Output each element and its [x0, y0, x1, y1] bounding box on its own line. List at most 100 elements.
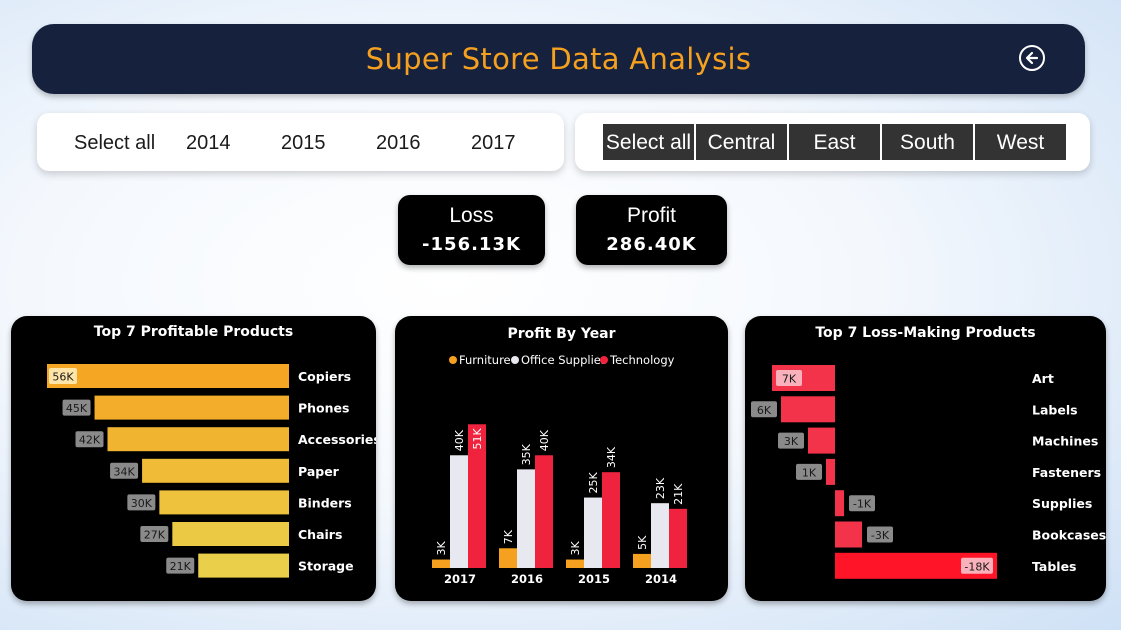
bar-2016-technology — [535, 455, 553, 568]
data-label: 35K — [520, 443, 533, 465]
profit-kpi-card: Profit 286.40K — [576, 195, 727, 265]
profit-kpi-value: 286.40K — [606, 234, 697, 255]
loss-products-title: Top 7 Loss-Making Products — [815, 325, 1036, 341]
profit-by-year-card: Profit By Year Furniture Office Supplies T… — [395, 316, 728, 601]
data-label-box — [166, 557, 195, 574]
x-tick-label: 2014 — [645, 572, 677, 586]
bar-2014-technology — [669, 508, 687, 568]
data-label-box — [49, 368, 77, 384]
category-label: Copiers — [298, 369, 351, 384]
data-label: 6K — [757, 404, 772, 417]
category-label: Machines — [1032, 434, 1098, 449]
bar-phones — [94, 395, 290, 420]
year-option-2015[interactable]: 2015 — [281, 132, 326, 154]
region-option-select-all[interactable]: Select all — [603, 124, 694, 160]
profit-by-year-title: Profit By Year — [507, 326, 616, 342]
data-label: 3K — [784, 435, 799, 448]
data-label: 34K — [113, 465, 135, 478]
bar-2015-office-supplies — [584, 497, 602, 568]
category-label: Bookcases — [1032, 528, 1106, 543]
year-option-select-all[interactable]: Select all — [74, 132, 156, 154]
category-label: Paper — [298, 464, 340, 479]
data-label-box — [778, 432, 804, 449]
data-label-box — [867, 526, 893, 543]
bar-copiers — [47, 364, 289, 388]
data-label-box — [751, 401, 777, 418]
data-label-box — [62, 399, 91, 416]
profitable-products-chart: 56K Copiers 45K Phones 42K Accessories 34K Pape… — [47, 364, 381, 578]
bar-storage — [198, 553, 289, 578]
legend-furniture: Furniture — [459, 353, 511, 367]
bar-machines — [808, 427, 835, 454]
profit-kpi-label: Profit — [626, 204, 676, 227]
bar-2014-office-supplies — [651, 503, 669, 568]
x-tick-label: 2017 — [444, 572, 476, 586]
data-label-box — [849, 495, 875, 512]
region-option-east[interactable]: East — [789, 124, 880, 160]
category-label: Supplies — [1032, 496, 1092, 511]
profit-by-year-chart: Furniture Office Supplies Technology 3K 40K 5… — [432, 353, 687, 586]
data-label: -18K — [964, 560, 990, 573]
data-label-box — [961, 557, 993, 574]
data-label-box — [776, 370, 802, 386]
data-label: 40K — [453, 429, 466, 451]
data-label: 3K — [435, 541, 448, 556]
bar-binders — [159, 490, 289, 515]
bar-labels — [781, 396, 835, 423]
loss-kpi-card: Loss -156.13K — [398, 195, 545, 265]
header-bar: Super Store Data Analysis — [32, 24, 1085, 94]
bar-2017-technology — [468, 424, 486, 568]
back-arrow-icon[interactable] — [1019, 45, 1045, 71]
data-label: 21K — [170, 560, 192, 573]
data-label: 30K — [131, 497, 153, 510]
region-option-central[interactable]: Central — [696, 124, 787, 160]
bar-2015-furniture — [566, 559, 584, 568]
bar-chairs — [172, 522, 289, 546]
x-tick-label: 2016 — [511, 572, 543, 586]
loss-kpi-value: -156.13K — [422, 234, 521, 255]
loss-products-chart: 7K Art 6K Labels 3K Machines 1K Fasteners -1K Sup… — [751, 365, 1106, 579]
data-label: 27K — [144, 529, 166, 542]
category-label: Phones — [298, 401, 349, 416]
category-label: Fasteners — [1032, 465, 1101, 480]
bar-accessories — [107, 427, 289, 452]
data-label: 7K — [502, 529, 515, 544]
bar-supplies — [835, 490, 844, 517]
bar-2014-furniture — [633, 553, 651, 568]
category-label: Chairs — [298, 527, 342, 542]
bar-2016-office-supplies — [517, 469, 535, 568]
profitable-products-title: Top 7 Profitable Products — [93, 324, 294, 340]
data-label-box — [796, 463, 822, 480]
year-slicer: Select all 2014 2015 2016 2017 — [37, 113, 564, 171]
category-label: Binders — [298, 495, 352, 510]
bar-paper — [142, 458, 289, 483]
year-option-2016[interactable]: 2016 — [376, 132, 421, 154]
legend-marker-technology — [600, 356, 608, 364]
data-label: -3K — [871, 529, 890, 542]
data-label: 40K — [538, 429, 551, 451]
category-label: Labels — [1032, 402, 1078, 417]
legend-marker-office-supplies — [511, 356, 519, 364]
bar-2017-office-supplies — [450, 455, 468, 568]
x-tick-label: 2015 — [578, 572, 610, 586]
loss-kpi-label: Loss — [449, 204, 494, 227]
bar-bookcases — [835, 521, 862, 548]
bar-2015-technology — [602, 472, 620, 568]
data-label: 56K — [52, 371, 74, 384]
data-label: 25K — [587, 472, 600, 494]
loss-products-card: Top 7 Loss-Making Products 7K Art 6K Labels… — [745, 316, 1106, 601]
legend-marker-furniture — [449, 356, 457, 364]
bar-fasteners — [826, 458, 835, 485]
region-option-west[interactable]: West — [975, 124, 1066, 160]
data-label: 23K — [654, 477, 667, 499]
data-label: 1K — [802, 466, 817, 479]
legend-technology: Technology — [609, 353, 675, 367]
data-label: 7K — [782, 373, 797, 386]
bar-2016-furniture — [499, 548, 517, 568]
region-option-south[interactable]: South — [882, 124, 973, 160]
year-option-2017[interactable]: 2017 — [471, 132, 516, 154]
category-label: Storage — [298, 559, 354, 574]
data-label-box — [110, 462, 139, 479]
profitable-products-card: Top 7 Profitable Products 56K Copiers 45K P… — [11, 316, 381, 601]
year-option-2014[interactable]: 2014 — [186, 132, 231, 154]
